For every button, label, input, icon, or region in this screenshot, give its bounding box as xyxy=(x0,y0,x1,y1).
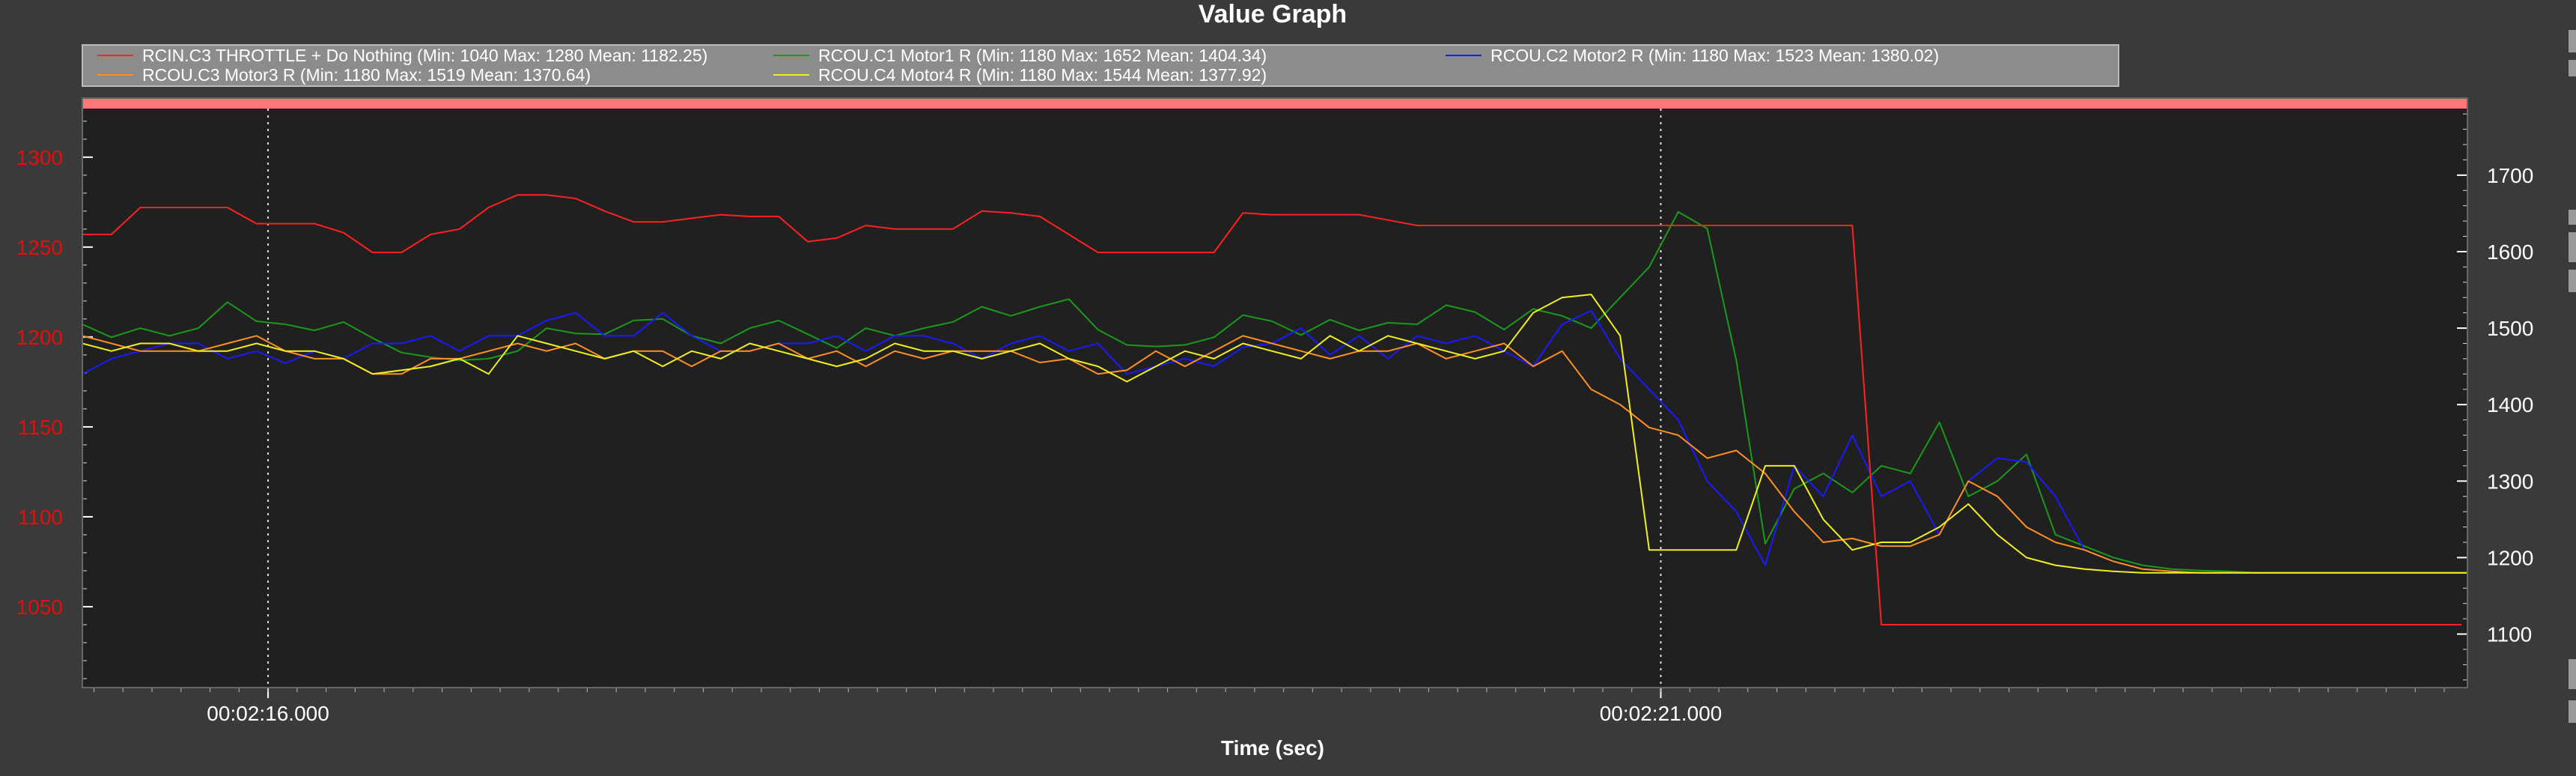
x-axis-label: Time (sec) xyxy=(1221,736,1324,760)
y-left-tick-label: 1050 xyxy=(16,595,63,619)
legend-label-motor4: RCOU.C4 Motor4 R (Min: 1180 Max: 1544 Me… xyxy=(818,65,1267,85)
y-left-tick-label: 1250 xyxy=(16,236,63,259)
legend-box xyxy=(82,44,2119,87)
side-panel-marker xyxy=(2569,30,2576,52)
x-tick-label: 00:02:16.000 xyxy=(207,702,329,725)
side-panel-marker xyxy=(2569,60,2576,76)
side-panel-marker xyxy=(2569,659,2576,689)
range-highlight-band xyxy=(82,98,2467,109)
series-line-motor3 xyxy=(82,335,2467,574)
side-panel-marker xyxy=(2569,210,2576,225)
y-right-tick-label: 1700 xyxy=(2487,164,2533,187)
y-right-tick-label: 1500 xyxy=(2487,317,2533,340)
chart-title: Value Graph xyxy=(1199,0,1347,28)
y-left-tick-label: 1100 xyxy=(18,506,63,529)
series-line-motor1 xyxy=(82,210,2467,574)
legend-label-motor3: RCOU.C3 Motor3 R (Min: 1180 Max: 1519 Me… xyxy=(142,65,591,85)
y-left-tick-label: 1200 xyxy=(16,326,63,349)
y-left-tick-label: 1300 xyxy=(16,146,63,169)
plot-frame xyxy=(82,97,2468,688)
legend-label-motor2: RCOU.C2 Motor2 R (Min: 1180 Max: 1523 Me… xyxy=(1491,46,1939,65)
series-line-motor4 xyxy=(82,294,2467,574)
side-panel-marker xyxy=(2569,232,2576,262)
x-tick-label: 00:02:21.000 xyxy=(1600,702,1723,725)
series-line-rcin-c3-throttle xyxy=(82,194,2462,625)
y-right-tick-label: 1300 xyxy=(2487,470,2533,493)
plot-area[interactable] xyxy=(82,98,2467,688)
y-right-tick-label: 1200 xyxy=(2487,546,2533,569)
legend-label-rcin-c3: RCIN.C3 THROTTLE + Do Nothing (Min: 1040… xyxy=(142,46,707,65)
y-right-tick-label: 1400 xyxy=(2487,393,2533,416)
y-right-tick-label: 1600 xyxy=(2487,240,2533,264)
y-right-tick-label: 1100 xyxy=(2487,623,2532,646)
legend: RCIN.C3 THROTTLE + Do Nothing (Min: 1040… xyxy=(82,44,2119,87)
legend-label-motor1: RCOU.C1 Motor1 R (Min: 1180 Max: 1652 Me… xyxy=(818,46,1267,65)
y-left-tick-label: 1150 xyxy=(18,416,63,439)
side-panel-marker xyxy=(2569,700,2576,723)
side-panel-marker xyxy=(2569,270,2576,292)
